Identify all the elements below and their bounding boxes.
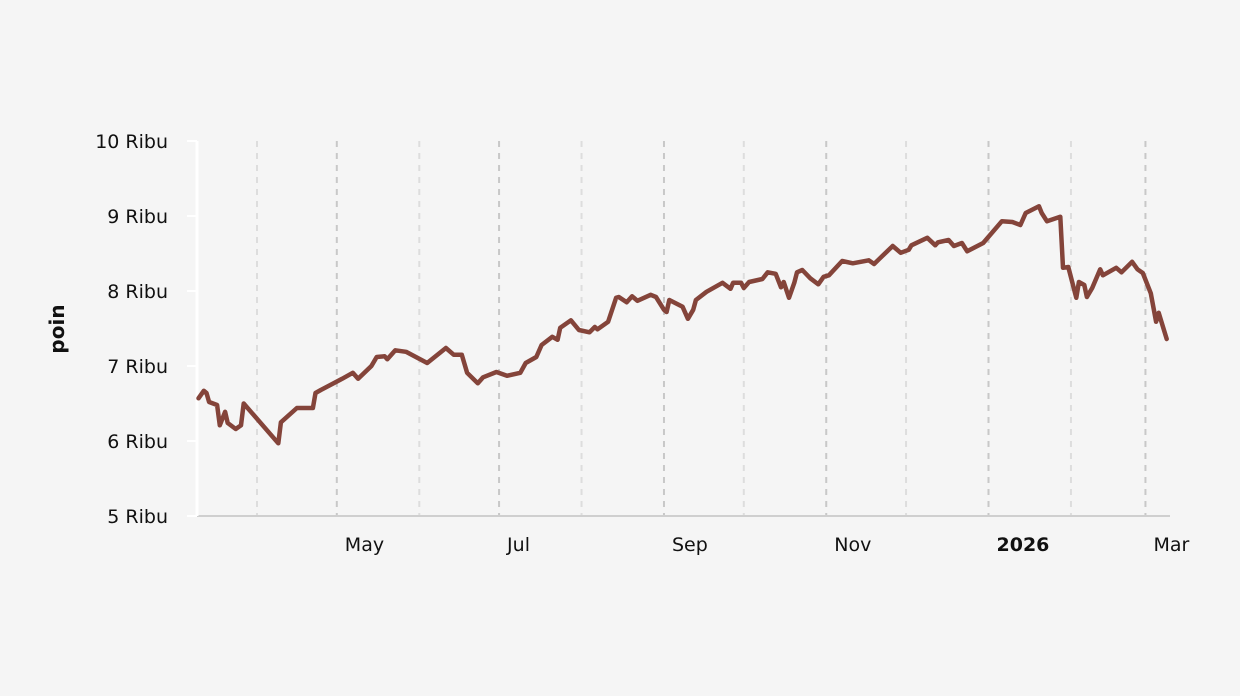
x-tick-label: Sep [672,534,708,556]
x-tick-label: Nov [834,534,871,556]
y-tick-label: 5 Ribu [107,506,168,528]
x-tick-label: Jul [506,534,530,556]
x-axis-ticks: May Jul Sep Nov 2026 Mar [345,534,1190,556]
y-tick-label: 10 Ribu [95,131,168,153]
x-tick-label: 2026 [997,534,1050,556]
y-axis-label: poin [45,304,69,353]
y-tick-label: 7 Ribu [107,356,168,378]
gridlines [256,141,1147,516]
x-tick-label: May [345,534,384,556]
y-tick-label: 8 Ribu [107,281,168,303]
x-tick-label: Mar [1153,534,1189,556]
y-axis-ticks: 5 Ribu 6 Ribu 7 Ribu 8 Ribu 9 Ribu 10 Ribu [95,131,197,528]
y-tick-label: 9 Ribu [107,206,168,228]
y-tick-label: 6 Ribu [107,431,168,453]
series-line [196,204,1169,446]
